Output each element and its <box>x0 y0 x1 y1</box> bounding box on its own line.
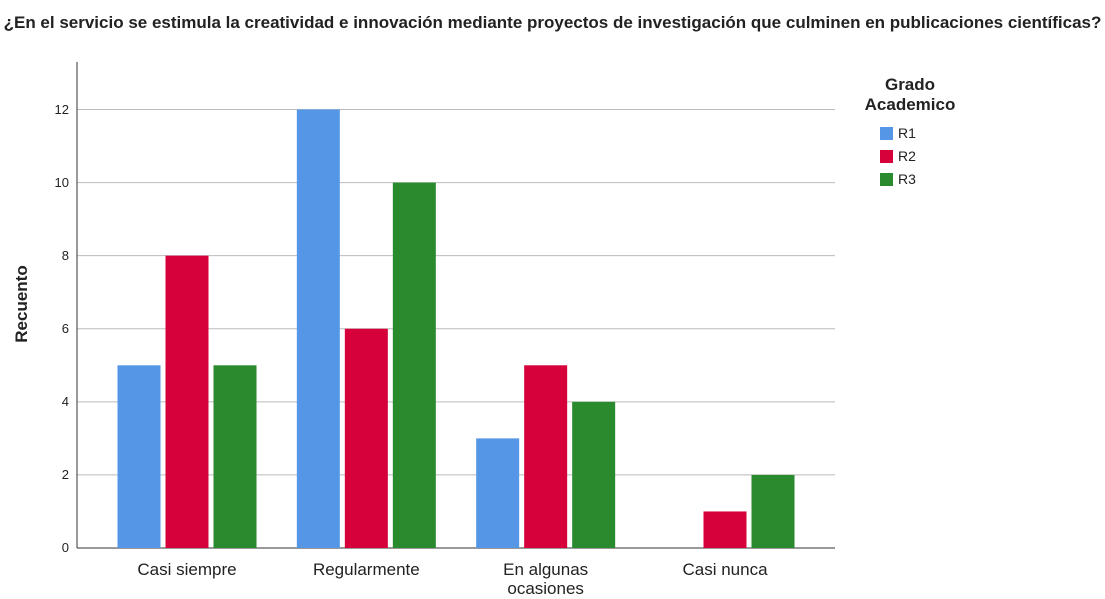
y-tick-label: 0 <box>61 540 69 555</box>
x-tick-label: Casi nunca <box>682 560 768 579</box>
legend-swatch <box>880 150 893 163</box>
legend-swatch <box>880 173 893 186</box>
y-tick-label: 4 <box>61 393 69 409</box>
bar <box>524 365 568 548</box>
bar <box>572 401 616 548</box>
y-tick-label: 8 <box>61 247 69 263</box>
legend-title: Grado Academico <box>864 75 956 114</box>
bar <box>213 365 257 548</box>
bar <box>703 511 747 548</box>
y-tick-label: 10 <box>54 174 69 190</box>
y-tick-label: 12 <box>54 101 69 117</box>
bar <box>117 365 161 548</box>
chart-title: ¿En el servicio se estimula la creativid… <box>3 13 1102 32</box>
legend-label: R1 <box>898 125 916 141</box>
bar <box>392 182 436 548</box>
bar <box>165 255 209 548</box>
bar <box>751 474 795 548</box>
bar <box>344 328 388 548</box>
x-tick-label: En algunas ocasiones <box>503 560 589 598</box>
legend-label: R2 <box>898 148 916 164</box>
legend-swatch <box>880 127 893 140</box>
bar <box>476 438 520 548</box>
y-tick-label: 2 <box>61 466 69 482</box>
x-tick-label: Casi siempre <box>137 560 237 579</box>
y-tick-label: 6 <box>61 320 69 336</box>
legend-label: R3 <box>898 171 916 187</box>
bar <box>296 109 340 549</box>
x-tick-label: Regularmente <box>312 560 420 579</box>
